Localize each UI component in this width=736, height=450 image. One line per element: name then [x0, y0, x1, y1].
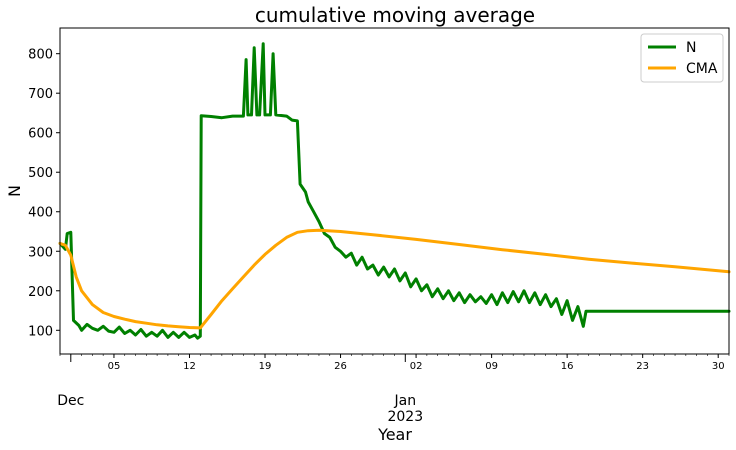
y-tick-label: 300: [28, 245, 53, 260]
x-tick-label: 12: [183, 361, 196, 372]
series-layer: [58, 42, 731, 340]
series-line-cma: [58, 228, 731, 330]
x-tick-label: 09: [485, 361, 498, 372]
chart-title: cumulative moving average: [255, 3, 535, 27]
y-tick-label: 600: [28, 127, 53, 142]
x-axis-label: Year: [377, 425, 412, 444]
x-major-tick-label: Jan: [393, 393, 416, 409]
y-tick-label: 800: [28, 48, 53, 63]
x-major-tick-year-label: 2023: [387, 409, 423, 425]
x-tick-label: 16: [561, 361, 574, 372]
y-tick-label: 700: [28, 87, 53, 102]
y-axis-label: N: [5, 185, 24, 197]
x-tick-label: 05: [108, 361, 121, 372]
y-tick-label: 500: [28, 166, 53, 181]
legend: N CMA: [640, 33, 724, 83]
y-tick-label: 100: [28, 324, 53, 339]
y-tick-label: 200: [28, 285, 53, 300]
x-major-tick-label: Dec: [57, 393, 84, 409]
x-tick-label: 02: [410, 361, 423, 372]
x-tick-label: 23: [636, 361, 649, 372]
plot-area: [58, 27, 731, 355]
legend-label-n: N: [686, 40, 696, 56]
x-tick-label: 30: [712, 361, 725, 372]
y-axis: 100 200 300 400 500 600 700 800: [28, 48, 60, 339]
x-tick-label: 19: [259, 361, 272, 372]
plot-frame: [59, 27, 730, 355]
y-tick-label: 400: [28, 206, 53, 221]
x-tick-label: 26: [334, 361, 347, 372]
series-line-n: [58, 42, 731, 340]
legend-label-cma: CMA: [686, 61, 718, 77]
